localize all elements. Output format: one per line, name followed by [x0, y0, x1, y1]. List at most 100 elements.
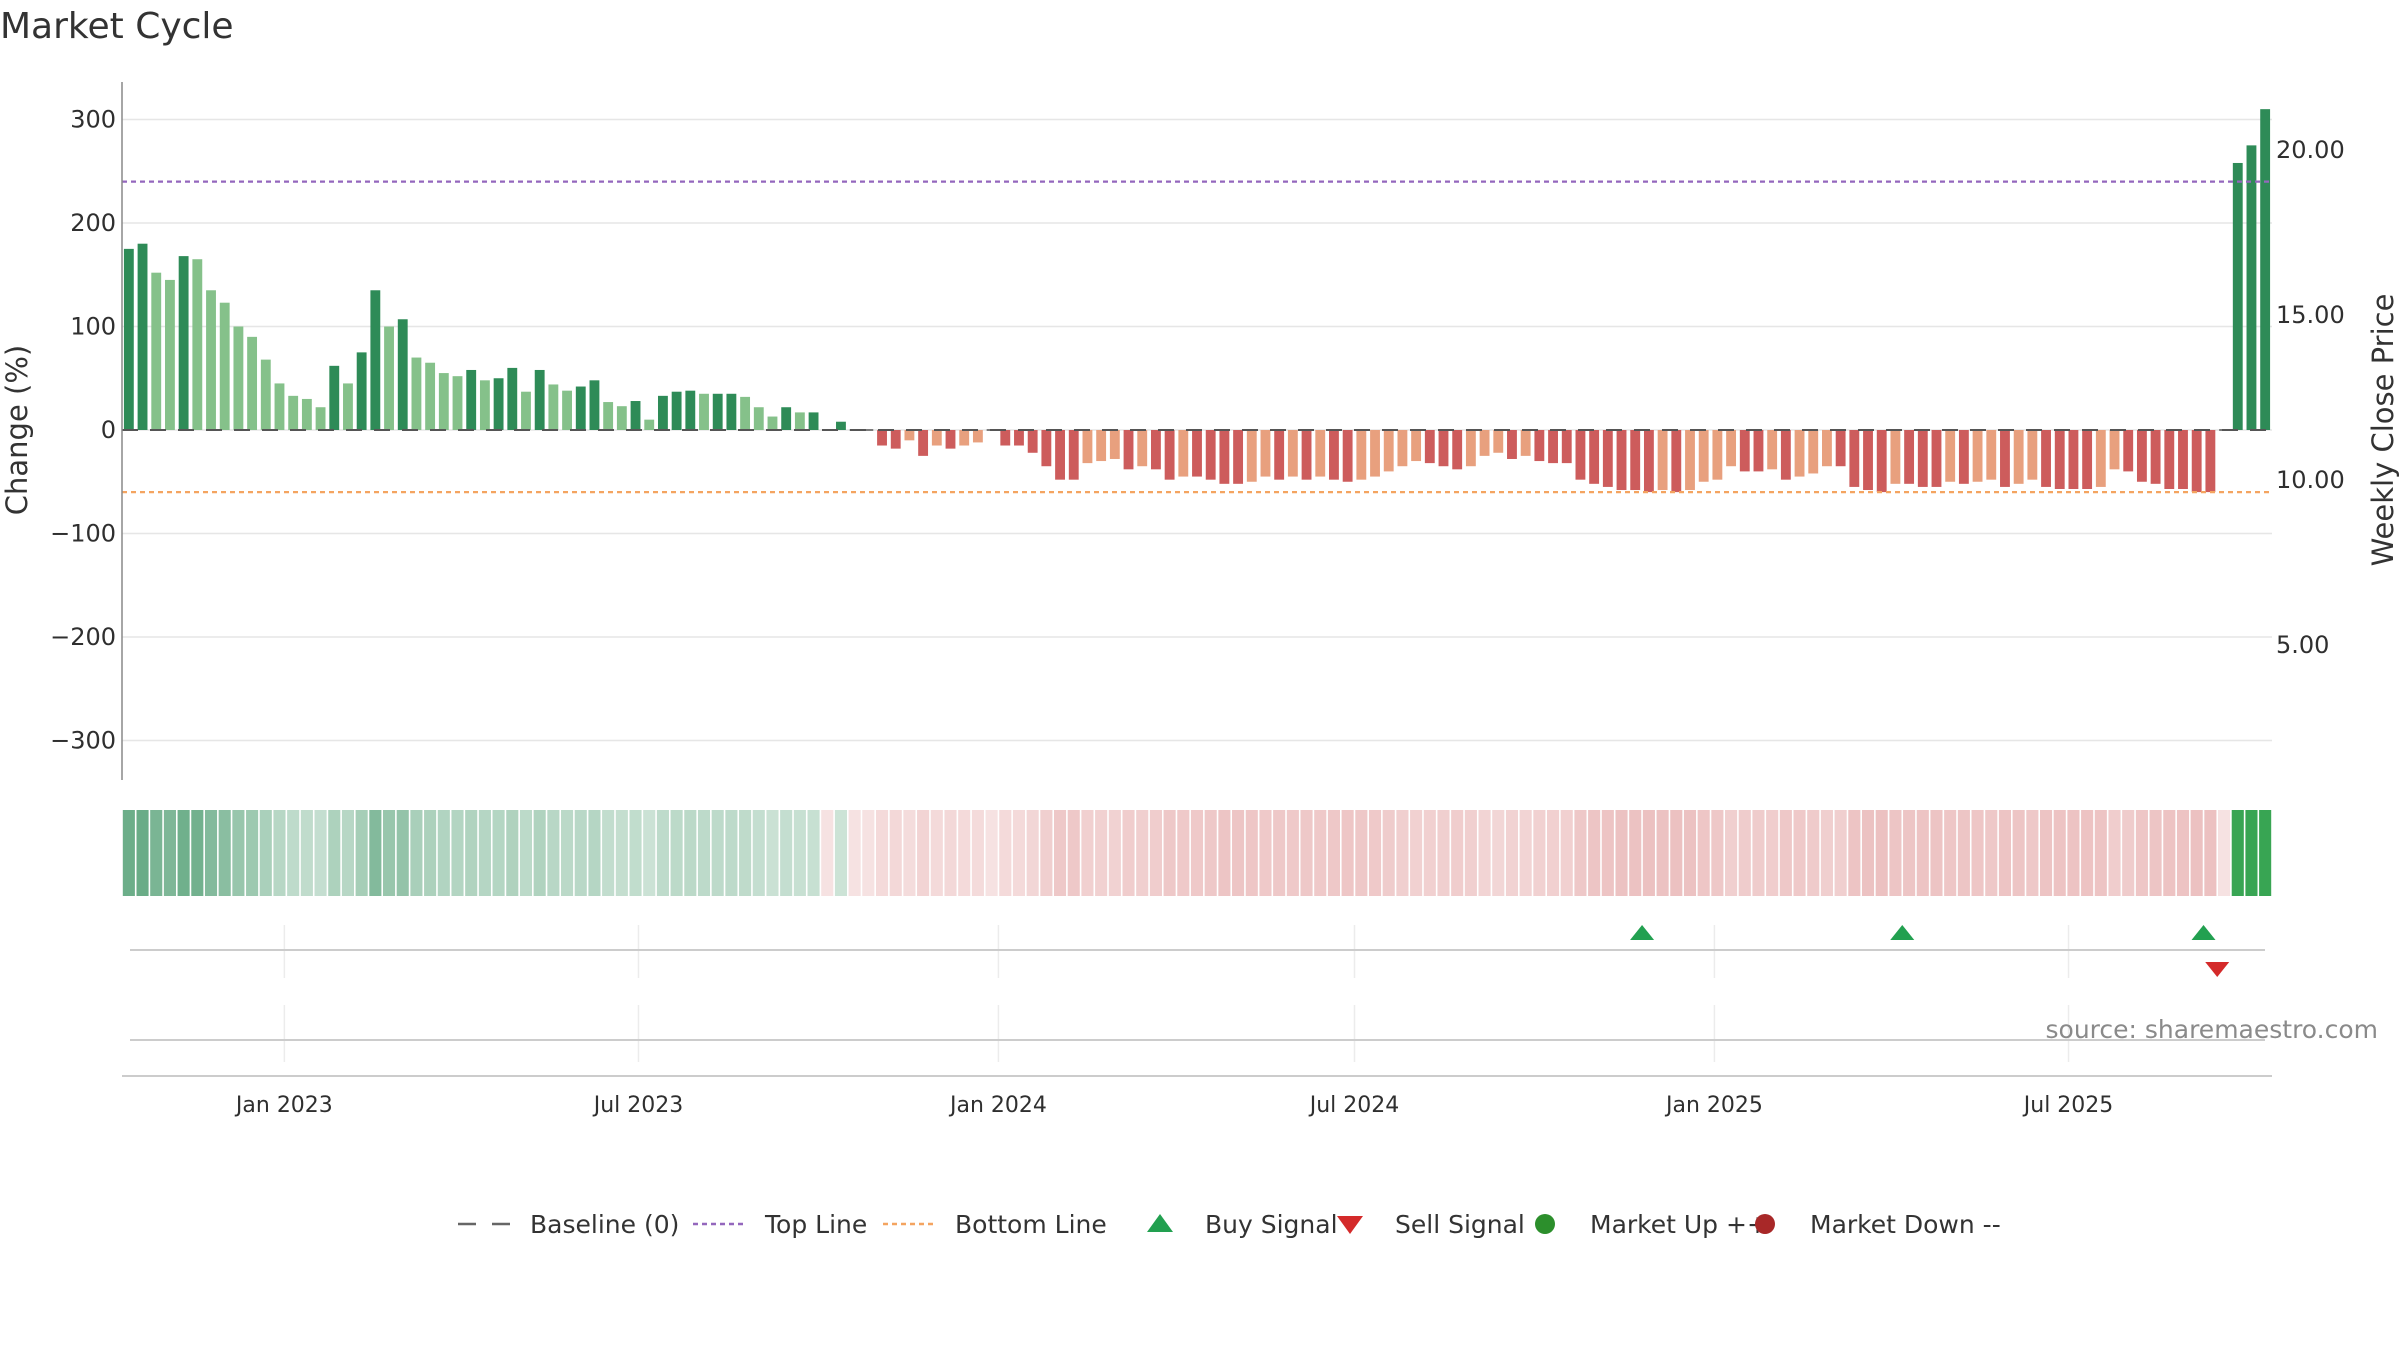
change-bar	[1014, 430, 1024, 446]
legend-item: Bottom Line	[883, 1210, 1107, 1239]
change-bar	[1712, 430, 1723, 480]
change-bar	[356, 352, 367, 430]
trend-strip-cell	[314, 810, 327, 896]
trend-strip-cell	[1396, 810, 1409, 896]
trend-strip-cell	[1382, 810, 1395, 896]
change-bar	[1493, 430, 1504, 453]
change-bar	[931, 430, 942, 446]
trend-strip-cell	[821, 810, 834, 896]
change-bar	[1370, 430, 1380, 477]
trend-strip-cell	[136, 810, 149, 896]
trend-strip	[122, 810, 2272, 896]
legend-buy-swatch	[1147, 1214, 1173, 1232]
legend-label: Market Up ++	[1590, 1210, 1768, 1239]
change-bar	[1465, 430, 1476, 467]
trend-strip-cell	[574, 810, 587, 896]
legend-item: Buy Signal	[1147, 1210, 1338, 1239]
trend-strip-cell	[1218, 810, 1231, 896]
trend-strip-cell	[766, 810, 779, 896]
trend-strip-cell	[1957, 810, 1970, 896]
trend-strip-cell	[1163, 810, 1176, 896]
change-bar	[877, 430, 887, 446]
legend-label: Bottom Line	[955, 1210, 1107, 1239]
trend-strip-cell	[2039, 810, 2053, 896]
trend-strip-cell	[1889, 810, 1902, 896]
trend-strip-cell	[1683, 810, 1697, 896]
change-bar	[1000, 430, 1011, 446]
change-bar	[1671, 430, 1682, 493]
trend-strip-cell	[1464, 810, 1477, 896]
signal-panel: Jan 2023 Jul 2023 Jan 2024 Jul 2024 Jan 2025…	[122, 925, 2272, 1118]
change-bar	[1630, 430, 1641, 491]
trend-strip-cell	[191, 810, 204, 896]
change-bar	[2068, 430, 2079, 489]
change-bar	[863, 429, 874, 431]
trend-strip-cell	[1711, 810, 1724, 896]
change-bar	[562, 390, 572, 430]
x-tick-label: Jul 2024	[1308, 1093, 1400, 1118]
trend-strip-cell	[1437, 810, 1450, 896]
trend-strip-cell	[2026, 810, 2039, 896]
trend-strip-cell	[122, 810, 135, 896]
y-left-tick-label: 200	[70, 209, 116, 237]
change-bar	[1589, 430, 1600, 484]
trend-strip-cell	[1875, 810, 1888, 896]
change-bar	[1219, 430, 1230, 484]
change-bar	[2136, 430, 2147, 482]
trend-strip-cell	[1820, 810, 1833, 896]
change-bar	[384, 326, 394, 430]
change-bar	[1561, 430, 1572, 464]
change-bar	[630, 401, 641, 430]
change-bar	[165, 279, 175, 430]
change-bar	[370, 290, 381, 430]
trend-strip-cell	[2176, 810, 2190, 896]
trend-strip-cell	[643, 810, 656, 896]
change-bar	[959, 430, 970, 446]
trend-strip-cell	[1492, 810, 1505, 896]
trend-strip-cell	[629, 810, 642, 896]
y-left-tick-label: −100	[50, 520, 116, 548]
legend-dot-swatch	[1755, 1214, 1775, 1234]
change-bar	[1726, 430, 1737, 467]
trend-strip-cell	[1793, 810, 1806, 896]
trend-strip-cell	[1095, 810, 1108, 896]
trend-strip-cell	[985, 810, 998, 896]
trend-strip-cell	[875, 810, 889, 896]
change-bar	[1616, 430, 1627, 491]
trend-strip-cell	[1642, 810, 1655, 896]
change-bar	[1041, 430, 1052, 467]
change-bar	[575, 386, 586, 430]
buy-signal-marker	[2191, 925, 2216, 940]
change-bar	[493, 378, 504, 430]
trend-strip-cell	[2081, 810, 2094, 896]
trend-strip-cell	[1560, 810, 1573, 896]
change-bar	[1260, 430, 1271, 477]
y-axis-right-label: Weekly Close Price	[2366, 294, 2400, 567]
change-bar	[836, 421, 846, 430]
change-bar	[521, 391, 531, 430]
change-bar	[1863, 430, 1873, 491]
trend-strip-cell	[1601, 810, 1614, 896]
trend-strip-cell	[1944, 810, 1957, 896]
trend-strip-cell	[1588, 810, 1601, 896]
change-bar	[1246, 430, 1257, 482]
sell-signal-marker	[2205, 962, 2230, 977]
change-bar	[425, 362, 436, 430]
trend-strip-cell	[533, 810, 546, 896]
trend-strip-cell	[780, 810, 793, 896]
trend-strip-cell	[2053, 810, 2066, 896]
trend-strip-cell	[1848, 810, 1861, 896]
change-bar	[192, 259, 203, 430]
trend-strip-cell	[437, 810, 450, 896]
change-bar	[479, 380, 490, 430]
change-bar	[904, 430, 915, 441]
change-bar	[1123, 430, 1134, 470]
trend-strip-cell	[492, 810, 505, 896]
source-credit: source: sharemaestro.com	[2046, 1015, 2379, 1044]
change-bar	[2027, 430, 2038, 480]
trend-strip-cell	[1807, 810, 1820, 896]
change-bar	[589, 380, 600, 430]
change-bar	[918, 430, 929, 456]
change-bar	[644, 419, 655, 430]
